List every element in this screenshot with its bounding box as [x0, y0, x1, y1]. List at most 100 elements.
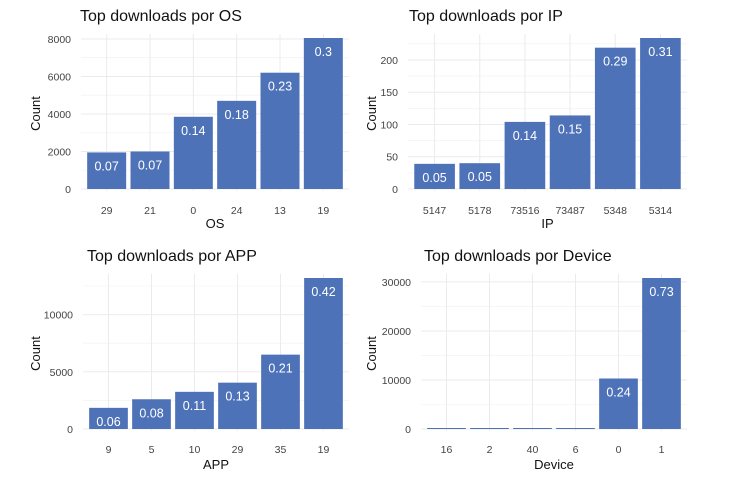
bar — [173, 116, 213, 189]
x-tick-label: 5147 — [423, 205, 447, 217]
chart-panel-3: 0 5000 10000 0.06 9 0.08 5 0.11 10 0.13 29 0.21 35 0.… — [28, 248, 349, 472]
y-tick-label: 4000 — [48, 109, 72, 121]
x-tick-label: 73487 — [555, 205, 584, 217]
x-tick-label: 19 — [318, 444, 330, 456]
x-axis-label: IP — [541, 216, 553, 231]
x-axis-label: APP — [203, 457, 229, 472]
bar-value-label: 0.14 — [181, 124, 205, 138]
x-axis-label: Device — [534, 457, 574, 472]
bar-value-label: 0.31 — [648, 45, 672, 59]
x-tick-label: 73516 — [510, 205, 539, 217]
y-tick-label: 200 — [380, 55, 398, 67]
y-tick-label: 5000 — [50, 367, 74, 379]
bar — [513, 428, 552, 429]
y-tick-label: 10000 — [44, 310, 73, 322]
bar-value-label: 0.23 — [268, 80, 292, 94]
x-tick-label: 19 — [317, 205, 329, 217]
x-tick-label: 5 — [149, 444, 155, 456]
bar — [549, 115, 591, 189]
bar — [260, 72, 300, 189]
y-tick-label: 100 — [380, 119, 398, 131]
y-tick-label: 2000 — [48, 146, 72, 158]
y-axis-label: Count — [364, 336, 379, 371]
chart-title: Top downloads por APP — [87, 248, 257, 265]
chart-title: Top downloads por Device — [424, 248, 612, 265]
bar — [261, 354, 300, 429]
bar — [459, 163, 501, 189]
y-tick-label: 8000 — [48, 34, 72, 46]
bar — [642, 278, 681, 429]
y-axis-label: Count — [28, 96, 43, 131]
bar-value-label: 0.08 — [139, 406, 163, 420]
y-tick-label: 0 — [67, 424, 73, 436]
y-axis-label: Count — [364, 96, 379, 131]
bar — [504, 121, 546, 189]
bar — [594, 47, 636, 189]
x-tick-label: 10 — [189, 444, 201, 456]
chart-panel-1: 0 2000 4000 6000 8000 0.07 29 0.07 21 0.14 0 0.18 24… — [28, 8, 349, 231]
y-tick-label: 30000 — [382, 277, 411, 289]
bar — [304, 278, 343, 429]
x-tick-label: 29 — [232, 444, 244, 456]
x-tick-label: 35 — [275, 444, 287, 456]
bar-value-label: 0.07 — [94, 159, 118, 173]
y-tick-label: 0 — [392, 184, 398, 196]
bar-value-label: 0.15 — [558, 122, 582, 136]
y-tick-label: 0 — [405, 424, 411, 436]
bar-value-label: 0.11 — [183, 399, 206, 413]
x-tick-label: 40 — [527, 444, 539, 456]
x-tick-label: 9 — [106, 444, 112, 456]
bar — [132, 399, 171, 429]
x-tick-label: 2 — [487, 444, 493, 456]
y-tick-label: 6000 — [48, 71, 72, 83]
chart-panel-4: 0 10000 20000 30000 16 2 40 6 0.24 0 0.73 1 Top down… — [364, 248, 687, 472]
bar — [640, 38, 681, 189]
x-tick-label: 13 — [274, 205, 286, 217]
x-tick-label: 6 — [573, 444, 579, 456]
y-axis-label: Count — [28, 336, 43, 371]
bar — [217, 100, 257, 189]
bar — [414, 163, 455, 189]
x-tick-label: 1 — [659, 444, 665, 456]
bar-value-label: 0.05 — [422, 171, 446, 185]
x-tick-label: 5314 — [649, 205, 673, 217]
bar — [470, 428, 509, 429]
chart-title: Top downloads por IP — [409, 8, 563, 25]
x-tick-label: 0 — [190, 205, 196, 217]
bar — [130, 151, 170, 189]
y-tick-label: 20000 — [382, 326, 411, 338]
bar — [218, 382, 257, 429]
x-tick-label: 16 — [441, 444, 453, 456]
bar-value-label: 0.21 — [268, 362, 292, 376]
bar — [175, 391, 214, 429]
x-axis-label: OS — [206, 216, 225, 231]
x-tick-label: 5178 — [468, 205, 492, 217]
x-tick-label: 24 — [231, 205, 243, 217]
bar-value-label: 0.13 — [225, 390, 249, 404]
bar-value-label: 0.06 — [96, 415, 120, 429]
x-tick-label: 0 — [616, 444, 622, 456]
x-tick-label: 29 — [101, 205, 113, 217]
bar — [303, 38, 343, 189]
bar-value-label: 0.29 — [603, 55, 627, 69]
y-tick-label: 10000 — [382, 375, 411, 387]
bar-value-label: 0.42 — [311, 285, 335, 299]
bar — [89, 407, 128, 429]
bar-value-label: 0.07 — [138, 158, 162, 172]
x-tick-label: 5348 — [604, 205, 628, 217]
bar-value-label: 0.14 — [513, 129, 537, 143]
y-tick-label: 150 — [380, 87, 398, 99]
bar — [87, 152, 127, 189]
bar-value-label: 0.05 — [468, 170, 492, 184]
chart-panel-2: 0 50 100 150 200 0.05 5147 0.05 5178 0.14 73516 0.1… — [364, 8, 687, 231]
y-tick-label: 50 — [386, 152, 398, 164]
y-tick-label: 0 — [65, 184, 71, 196]
bar-value-label: 0.24 — [606, 386, 630, 400]
x-tick-label: 21 — [144, 205, 156, 217]
bar — [427, 428, 466, 429]
bar-value-label: 0.73 — [649, 285, 673, 299]
bar — [599, 378, 638, 429]
bar — [556, 428, 595, 429]
chart-title: Top downloads por OS — [80, 8, 242, 25]
